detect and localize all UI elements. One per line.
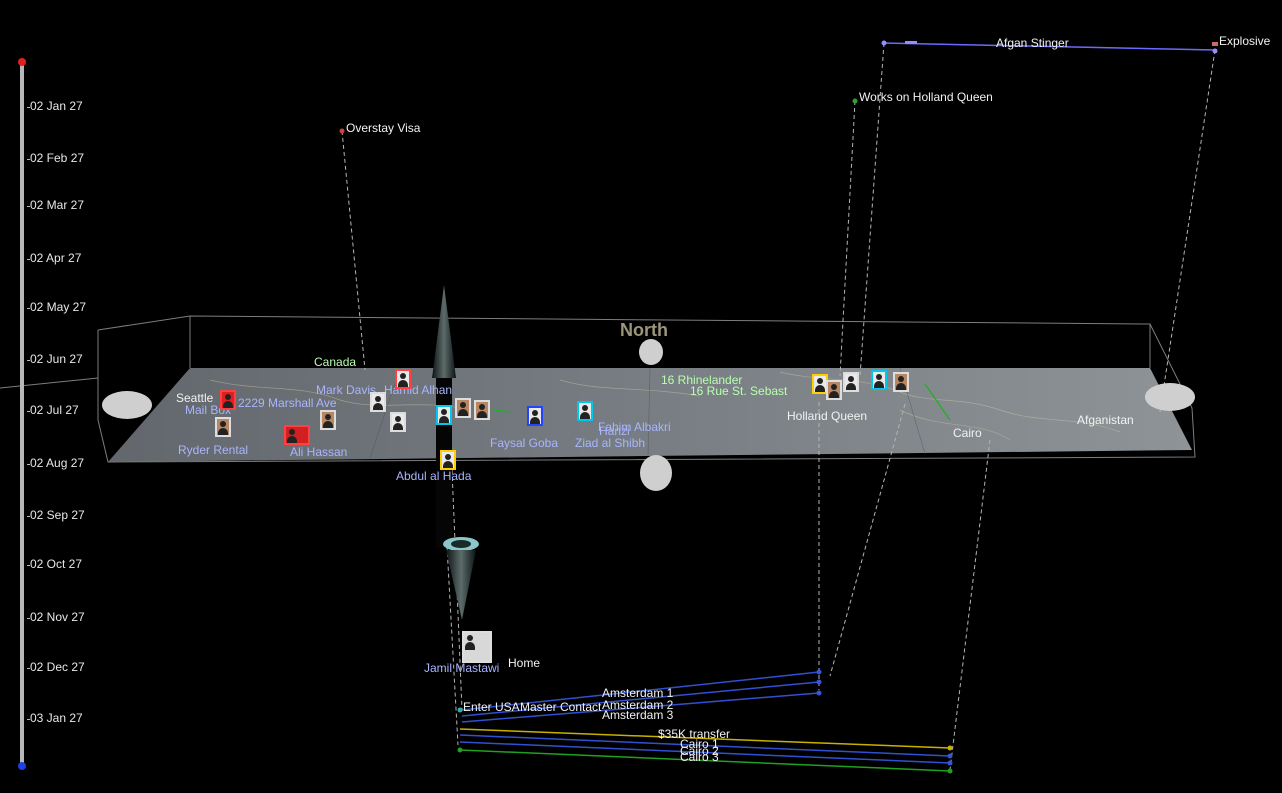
timeline-tick: 02 Mar 27 — [26, 198, 85, 212]
timeline-tick: 03 Jan 27 — [27, 711, 83, 725]
event-label-amsterdam-1[interactable]: Amsterdam 1 — [602, 686, 674, 700]
person-photo-icon[interactable] — [474, 400, 490, 420]
timeline-tick: 02 Jan 27 — [27, 99, 83, 113]
works-holland-node[interactable] — [852, 98, 858, 104]
place-label-canada[interactable]: Canada — [314, 355, 357, 369]
event-label-enter-usa[interactable]: Enter USA — [463, 700, 520, 714]
map-green-link — [924, 383, 951, 421]
left-navigation-sphere[interactable] — [102, 391, 152, 419]
event-label-overstay-visa[interactable]: Overstay Visa — [346, 121, 421, 135]
timeline-tick: 02 Jul 27 — [27, 403, 79, 417]
overstay-visa-node[interactable] — [339, 128, 345, 134]
event-label-transfer[interactable]: $35K transfer — [658, 727, 731, 741]
person-photo-icon[interactable] — [843, 372, 859, 392]
timeline-tick: 02 Dec 27 — [27, 660, 85, 674]
event-label-master-contact[interactable]: Master Contact — [520, 700, 602, 714]
timeline-end-handle[interactable] — [18, 762, 26, 770]
timeline-tick: 02 May 27 — [26, 300, 87, 314]
place-label-rue[interactable]: 16 Rue St. Sebast — [690, 384, 788, 398]
abdul-photo-icon[interactable] — [440, 450, 456, 470]
afgan-stinger-link[interactable] — [881, 40, 1219, 54]
timeline-tick: 02 Oct 27 — [26, 557, 83, 571]
south-navigation-sphere[interactable] — [640, 455, 672, 491]
person-label-ryder[interactable]: Ryder Rental — [178, 443, 249, 457]
map-bounding-box — [0, 315, 1196, 463]
event-label-home[interactable]: Home — [508, 656, 541, 670]
place-label-rhineland[interactable]: 16 Rhinelander — [661, 373, 743, 387]
right-navigation-sphere[interactable] — [1145, 383, 1195, 411]
cairo-endpoints — [457, 707, 953, 774]
timeline-start-handle[interactable] — [18, 58, 26, 66]
event-label-amsterdam-2[interactable]: Amsterdam 2 — [602, 698, 674, 712]
person-photo-icon[interactable] — [527, 406, 543, 426]
person-label-ziad[interactable]: Ziad al Shibh — [575, 436, 646, 450]
person-photo-icon[interactable] — [436, 405, 452, 425]
person-label-mail-box[interactable]: Mail Box — [185, 403, 232, 417]
person-label-ali-hassan[interactable]: Ali Hassan — [290, 445, 348, 459]
event-label-cairo-2[interactable]: Cairo 2 — [680, 744, 719, 758]
person-photo-icon[interactable] — [395, 369, 411, 389]
jamil-photo-icon[interactable] — [462, 631, 492, 663]
event-label-explosive[interactable]: Explosive — [1219, 34, 1271, 48]
place-label-holland-queen[interactable]: Holland Queen — [787, 409, 868, 423]
person-photo-icon[interactable] — [215, 417, 231, 437]
person-label-hanzi: Hanzi — [599, 424, 630, 438]
person-label-abdul[interactable]: Abdul al Hada — [396, 469, 472, 483]
person-photo-icon[interactable] — [826, 380, 842, 400]
timeline-tick: 02 Sep 27 — [27, 508, 85, 522]
person-label-jamil[interactable]: Jamil Mastawi — [424, 661, 500, 675]
amsterdam-links[interactable] — [461, 671, 820, 723]
place-label-marshall[interactable]: 2229 Marshall Ave — [238, 396, 337, 410]
person-photo-icon[interactable] — [390, 412, 406, 432]
vehicle-icon[interactable] — [284, 425, 310, 445]
person-photo-icon[interactable] — [577, 401, 593, 421]
person-label-fahim[interactable]: Fahim Albakri — [598, 420, 671, 434]
person-photo-icon[interactable] — [320, 410, 336, 430]
person-label-faysal[interactable]: Faysal Goba — [490, 436, 559, 450]
person-photo-icon[interactable] — [893, 372, 909, 392]
timeline-tick: 02 Aug 27 — [26, 456, 85, 470]
place-label-afganistan[interactable]: Afganistan — [1077, 413, 1134, 427]
event-label-works-holland[interactable]: Works on Holland Queen — [859, 90, 993, 104]
event-label-cairo-1[interactable]: Cairo 1 — [680, 737, 719, 751]
amsterdam-endpoints — [816, 669, 822, 696]
north-navigation-sphere[interactable] — [639, 339, 663, 365]
cairo-links[interactable] — [459, 728, 951, 772]
map-plane[interactable] — [108, 368, 1192, 462]
person-photo-icon[interactable] — [370, 392, 386, 412]
place-label-seattle[interactable]: Seattle — [176, 391, 214, 405]
timeline: 02 Jan 27 02 Feb 27 02 Mar 27 02 Apr 27 … — [0, 0, 110, 793]
timeline-tick: 02 Feb 27 — [26, 151, 85, 165]
timeline-tick: 02 Jun 27 — [27, 352, 83, 366]
timeline-tick: 02 Apr 27 — [26, 251, 82, 265]
person-label-mark-davis[interactable]: Mark Davis — [316, 383, 377, 397]
person-photo-icon[interactable] — [455, 398, 471, 418]
compass-north-label: North — [620, 320, 668, 340]
event-label-afgan-stinger[interactable]: Afgan Stinger — [996, 36, 1069, 50]
mailbox-icon[interactable] — [220, 390, 236, 410]
place-label-cairo[interactable]: Cairo — [953, 426, 982, 440]
timeline-tick: 02 Nov 27 — [27, 610, 85, 624]
event-label-amsterdam-3[interactable]: Amsterdam 3 — [602, 708, 674, 722]
map-coastlines — [209, 371, 1121, 441]
event-label-cairo-3[interactable]: Cairo 3 — [680, 750, 719, 764]
person-photo-icon[interactable] — [871, 370, 887, 390]
